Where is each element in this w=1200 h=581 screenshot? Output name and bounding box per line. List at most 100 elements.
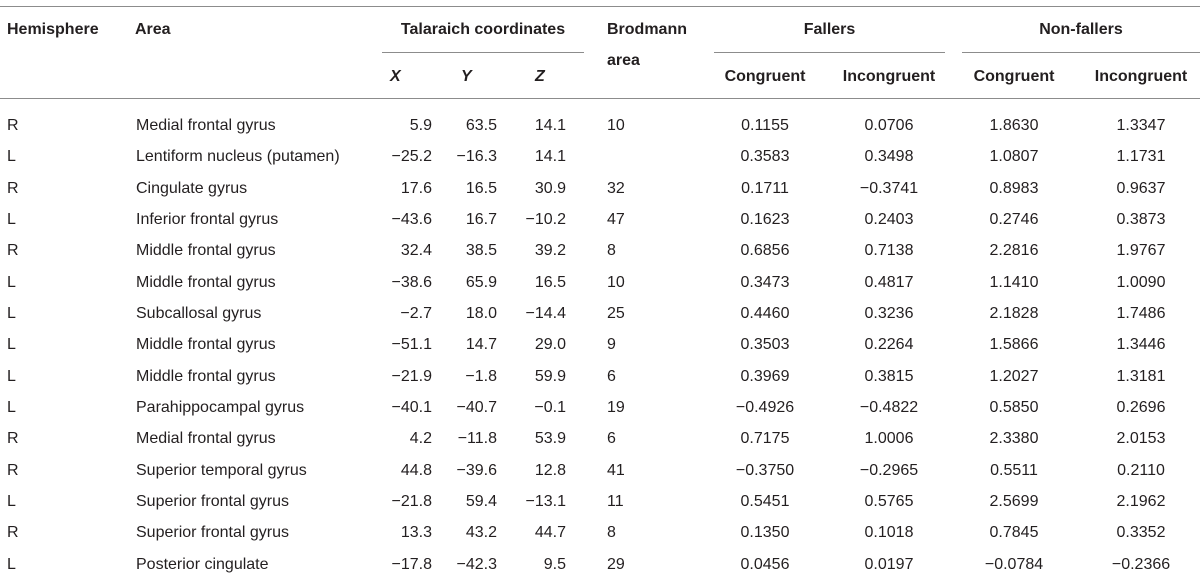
cell-fallers-congruent: 0.6856	[740, 242, 790, 259]
cell-non-fallers-congruent: −0.0784	[984, 556, 1044, 573]
cell-non-fallers-congruent: 1.2027	[989, 368, 1039, 385]
cell-area: Middle frontal gyrus	[136, 368, 276, 385]
cell-non-fallers-incongruent: 2.1962	[1116, 493, 1166, 510]
cell-brodmann: 9	[607, 336, 616, 353]
cell-y: 63.5	[465, 117, 497, 134]
cell-non-fallers-incongruent: 0.2110	[1117, 462, 1165, 479]
cell-x: −2.7	[400, 305, 432, 322]
header-hemisphere: Hemisphere	[7, 21, 99, 38]
header-x: X	[390, 68, 401, 85]
cell-hemisphere: L	[7, 493, 16, 510]
cell-fallers-incongruent: 0.2264	[864, 336, 914, 353]
cell-x: 44.8	[400, 462, 432, 479]
cell-x: −21.9	[391, 368, 432, 385]
cell-y: −42.3	[456, 556, 497, 573]
cell-area: Cingulate gyrus	[136, 180, 248, 197]
cell-non-fallers-congruent: 0.2746	[989, 211, 1039, 228]
cell-brodmann: 47	[607, 211, 625, 228]
cell-fallers-congruent: 0.7175	[740, 430, 790, 447]
header-z: Z	[535, 68, 545, 85]
cell-hemisphere: L	[7, 556, 16, 573]
cell-fallers-congruent: 0.3969	[740, 368, 790, 385]
cell-x: −38.6	[391, 274, 432, 291]
cell-fallers-incongruent: 0.3815	[864, 368, 914, 385]
cell-non-fallers-incongruent: 0.9637	[1116, 180, 1166, 197]
cell-fallers-incongruent: −0.4822	[859, 399, 919, 416]
cell-y: 18.0	[465, 305, 497, 322]
cell-non-fallers-congruent: 2.3380	[989, 430, 1039, 447]
cell-hemisphere: L	[7, 148, 16, 165]
cell-z: 12.8	[534, 462, 566, 479]
cell-area: Lentiform nucleus (putamen)	[136, 148, 340, 165]
cell-non-fallers-incongruent: 2.0153	[1116, 430, 1166, 447]
cell-y: −1.8	[465, 368, 497, 385]
cell-fallers-incongruent: 0.0706	[864, 117, 914, 134]
cell-z: −10.2	[525, 211, 566, 228]
cell-fallers-congruent: 0.1155	[741, 117, 789, 134]
cell-brodmann: 19	[607, 399, 625, 416]
cell-x: 32.4	[400, 242, 432, 259]
cell-hemisphere: R	[7, 524, 19, 541]
cell-x: −17.8	[391, 556, 432, 573]
cell-fallers-congruent: 0.5451	[740, 493, 790, 510]
cell-area: Parahippocampal gyrus	[136, 399, 305, 416]
non-fallers-group-rule	[962, 52, 1200, 53]
cell-non-fallers-incongruent: 1.9767	[1116, 242, 1166, 259]
header-fallers: Fallers	[803, 21, 856, 38]
cell-y: 14.7	[465, 336, 497, 353]
header-fallers-congruent: Congruent	[724, 68, 806, 85]
cell-brodmann: 29	[607, 556, 625, 573]
cell-z: 53.9	[534, 430, 566, 447]
cell-hemisphere: L	[7, 399, 16, 416]
cell-fallers-congruent: −0.4926	[735, 399, 795, 416]
cell-fallers-congruent: −0.3750	[735, 462, 795, 479]
cell-fallers-incongruent: −0.3741	[859, 180, 919, 197]
cell-non-fallers-incongruent: 1.7486	[1116, 305, 1166, 322]
cell-non-fallers-congruent: 0.8983	[989, 180, 1039, 197]
table-top-rule	[0, 6, 1200, 7]
cell-z: 44.7	[534, 524, 566, 541]
header-brodmann-area: area	[607, 52, 640, 69]
cell-y: 59.4	[465, 493, 497, 510]
cell-area: Middle frontal gyrus	[136, 336, 276, 353]
cell-brodmann: 41	[607, 462, 625, 479]
cell-area: Subcallosal gyrus	[136, 305, 262, 322]
header-y: Y	[461, 68, 472, 85]
cell-area: Medial frontal gyrus	[136, 117, 276, 134]
cell-non-fallers-incongruent: 0.3352	[1116, 524, 1166, 541]
cell-non-fallers-congruent: 0.5850	[989, 399, 1039, 416]
cell-fallers-incongruent: 1.0006	[864, 430, 914, 447]
cell-y: 16.5	[465, 180, 497, 197]
cell-non-fallers-congruent: 2.1828	[989, 305, 1039, 322]
header-fallers-incongruent: Incongruent	[842, 68, 936, 85]
cell-non-fallers-incongruent: 1.3347	[1116, 117, 1166, 134]
cell-z: −0.1	[534, 399, 566, 416]
cell-hemisphere: L	[7, 305, 16, 322]
cell-brodmann: 25	[607, 305, 625, 322]
cell-fallers-congruent: 0.1711	[741, 180, 789, 197]
cell-non-fallers-congruent: 0.7845	[989, 524, 1039, 541]
cell-fallers-congruent: 0.3503	[740, 336, 790, 353]
cell-area: Inferior frontal gyrus	[136, 211, 279, 228]
cell-non-fallers-congruent: 1.1410	[989, 274, 1039, 291]
cell-fallers-congruent: 0.3473	[740, 274, 790, 291]
cell-fallers-incongruent: 0.7138	[864, 242, 914, 259]
header-talairach: Talaraich coordinates	[400, 21, 566, 38]
cell-area: Medial frontal gyrus	[136, 430, 276, 447]
header-non-fallers-incongruent: Incongruent	[1094, 68, 1188, 85]
fallers-group-rule	[714, 52, 945, 53]
cell-fallers-incongruent: 0.2403	[864, 211, 914, 228]
header-area: Area	[135, 21, 171, 38]
cell-hemisphere: R	[7, 462, 19, 479]
cell-brodmann: 6	[607, 368, 616, 385]
cell-non-fallers-congruent: 1.0807	[989, 148, 1039, 165]
cell-z: 14.1	[534, 117, 566, 134]
cell-fallers-incongruent: 0.4817	[864, 274, 914, 291]
cell-fallers-incongruent: 0.0197	[864, 556, 914, 573]
cell-brodmann: 10	[607, 274, 625, 291]
cell-z: −14.4	[525, 305, 566, 322]
cell-non-fallers-incongruent: 0.3873	[1116, 211, 1166, 228]
cell-non-fallers-congruent: 1.8630	[989, 117, 1039, 134]
cell-x: −25.2	[391, 148, 432, 165]
